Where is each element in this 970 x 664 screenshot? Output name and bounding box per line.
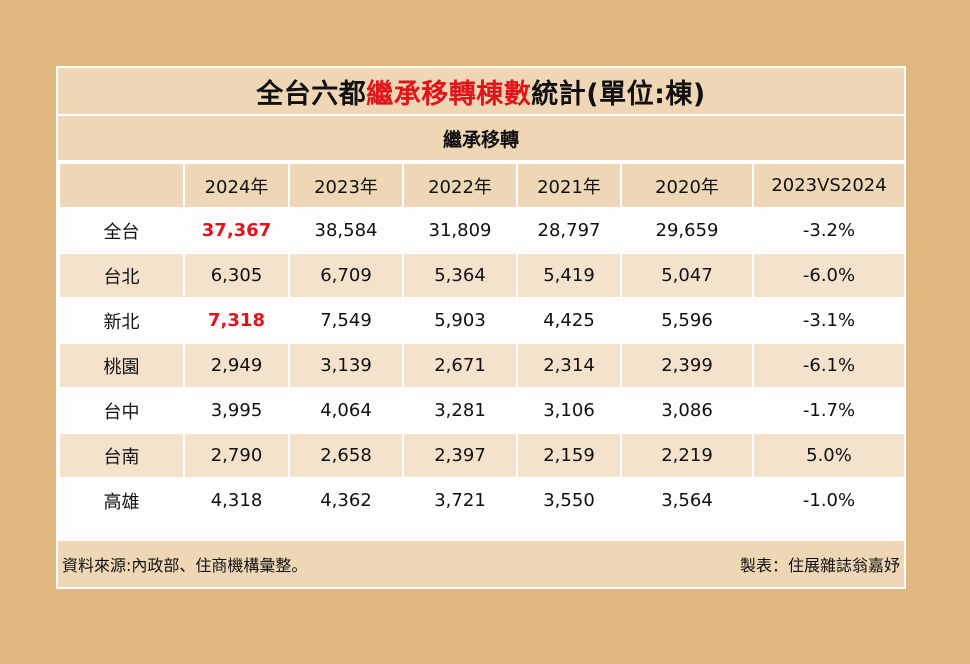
header-cell-2021: 2021年	[516, 162, 622, 209]
credit-note: 製表：住展雜誌翁嘉妤	[739, 556, 900, 575]
value-cell: 37,367	[183, 207, 290, 254]
title-part-1: 全台六都	[256, 78, 367, 110]
region-cell: 新北	[58, 297, 185, 344]
value-cell: 38,584	[288, 207, 404, 254]
change-cell: -6.1%	[752, 342, 906, 389]
table-row: 新北 7,318 7,549 5,903 4,425 5,596 -3.1%	[58, 297, 906, 344]
stats-table-card: 全台六都 繼承移轉棟數 統計(單位:棟) 繼承移轉 2024年 2023年 2022…	[56, 66, 906, 589]
table-row: 台中 3,995 4,064 3,281 3,106 3,086 -1.7%	[58, 387, 906, 434]
title-part-3: 統計(單位:棟)	[531, 78, 706, 110]
header-cell-region	[58, 162, 185, 209]
value-cell: 3,281	[402, 387, 518, 434]
header-cell-2023: 2023年	[288, 162, 404, 209]
table-row: 高雄 4,318 4,362 3,721 3,550 3,564 -1.0%	[58, 477, 906, 524]
source-note: 資料來源:內政部、住商機構彙整。	[62, 556, 308, 575]
table-row: 台南 2,790 2,658 2,397 2,159 2,219 5.0%	[58, 432, 906, 479]
header-cell-change: 2023VS2024	[752, 162, 906, 209]
change-cell: -1.7%	[752, 387, 906, 434]
change-cell: -1.0%	[752, 477, 906, 524]
value-cell: 3,106	[516, 387, 622, 434]
value-cell: 6,709	[288, 252, 404, 299]
data-table: 2024年 2023年 2022年 2021年 2020年 2023VS2024…	[58, 162, 906, 524]
value-cell: 5,047	[620, 252, 754, 299]
region-cell: 台南	[58, 432, 185, 479]
title-highlight: 繼承移轉棟數	[366, 78, 532, 110]
value-cell: 2,790	[183, 432, 290, 479]
value-cell: 5,596	[620, 297, 754, 344]
value-cell: 4,425	[516, 297, 622, 344]
region-cell: 全台	[58, 207, 185, 254]
change-cell: 5.0%	[752, 432, 906, 479]
value-cell: 3,550	[516, 477, 622, 524]
value-cell: 2,159	[516, 432, 622, 479]
header-cell-2022: 2022年	[402, 162, 518, 209]
region-cell: 桃園	[58, 342, 185, 389]
table-title: 全台六都 繼承移轉棟數 統計(單位:棟)	[58, 68, 904, 116]
table-row: 全台 37,367 38,584 31,809 28,797 29,659 -3…	[58, 207, 906, 254]
value-cell: 3,564	[620, 477, 754, 524]
value-cell: 3,086	[620, 387, 754, 434]
value-cell: 3,995	[183, 387, 290, 434]
value-cell: 5,419	[516, 252, 622, 299]
value-cell: 5,903	[402, 297, 518, 344]
value-cell: 28,797	[516, 207, 622, 254]
value-cell: 3,721	[402, 477, 518, 524]
value-cell: 5,364	[402, 252, 518, 299]
region-cell: 高雄	[58, 477, 185, 524]
value-cell: 2,671	[402, 342, 518, 389]
table-row: 桃園 2,949 3,139 2,671 2,314 2,399 -6.1%	[58, 342, 906, 389]
value-cell: 4,318	[183, 477, 290, 524]
region-cell: 台北	[58, 252, 185, 299]
change-cell: -3.1%	[752, 297, 906, 344]
value-cell: 2,314	[516, 342, 622, 389]
value-cell: 7,549	[288, 297, 404, 344]
header-cell-2024: 2024年	[183, 162, 290, 209]
value-cell: 2,658	[288, 432, 404, 479]
value-cell: 31,809	[402, 207, 518, 254]
value-cell: 2,397	[402, 432, 518, 479]
value-cell: 3,139	[288, 342, 404, 389]
table-subtitle: 繼承移轉	[58, 116, 904, 162]
change-cell: -6.0%	[752, 252, 906, 299]
value-cell: 4,362	[288, 477, 404, 524]
region-cell: 台中	[58, 387, 185, 434]
change-cell: -3.2%	[752, 207, 906, 254]
table-footer: 資料來源:內政部、住商機構彙整。 製表：住展雜誌翁嘉妤	[58, 541, 904, 587]
value-cell: 29,659	[620, 207, 754, 254]
table-row: 台北 6,305 6,709 5,364 5,419 5,047 -6.0%	[58, 252, 906, 299]
header-row: 2024年 2023年 2022年 2021年 2020年 2023VS2024	[58, 162, 906, 209]
value-cell: 2,949	[183, 342, 290, 389]
value-cell: 2,399	[620, 342, 754, 389]
header-cell-2020: 2020年	[620, 162, 754, 209]
value-cell: 6,305	[183, 252, 290, 299]
value-cell: 4,064	[288, 387, 404, 434]
value-cell: 2,219	[620, 432, 754, 479]
value-cell: 7,318	[183, 297, 290, 344]
